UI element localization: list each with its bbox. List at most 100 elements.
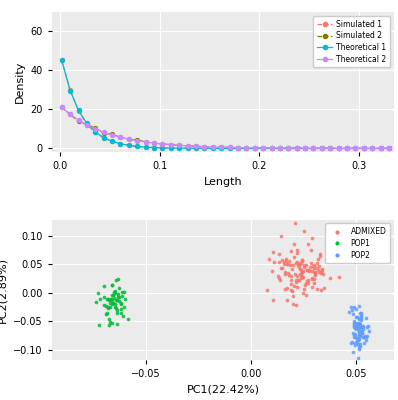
Point: [349, 338, 355, 345]
Point: [352, 325, 359, 331]
Point: [351, 334, 358, 340]
Point: [277, 277, 283, 284]
Point: [349, 330, 356, 336]
Point: [110, 300, 116, 306]
Point: [358, 324, 364, 331]
Point: [96, 296, 103, 302]
Point: [109, 282, 116, 288]
Point: [354, 334, 360, 341]
Point: [291, 254, 297, 260]
Point: [113, 296, 120, 303]
Point: [310, 275, 317, 282]
Point: [119, 289, 125, 296]
Point: [354, 338, 360, 344]
Point: [293, 259, 300, 266]
Point: [315, 267, 321, 273]
Point: [356, 328, 363, 334]
Point: [355, 337, 361, 343]
Point: [350, 334, 357, 340]
Point: [116, 284, 122, 291]
Point: [364, 324, 371, 330]
Point: [356, 336, 362, 342]
Point: [302, 282, 308, 288]
Point: [297, 271, 304, 277]
Point: [351, 340, 358, 346]
Point: [366, 328, 372, 334]
Point: [308, 260, 314, 266]
Point: [311, 280, 317, 286]
Point: [348, 340, 354, 346]
Point: [108, 282, 115, 288]
Point: [292, 302, 298, 308]
Point: [110, 292, 117, 298]
Point: [356, 332, 362, 338]
Point: [109, 292, 115, 298]
Point: [291, 283, 297, 290]
Point: [288, 248, 295, 254]
Point: [298, 274, 305, 280]
Point: [356, 316, 363, 322]
Point: [348, 304, 355, 310]
Point: [357, 310, 363, 316]
Point: [304, 278, 310, 284]
Point: [358, 330, 365, 336]
Point: [311, 268, 318, 275]
Point: [355, 332, 362, 338]
Point: [357, 324, 363, 330]
Point: [113, 276, 119, 283]
Point: [293, 247, 300, 253]
Point: [349, 306, 355, 313]
Point: [336, 274, 342, 280]
Point: [317, 252, 324, 259]
Point: [298, 272, 304, 278]
Point: [107, 300, 113, 306]
Point: [293, 260, 299, 266]
Point: [281, 268, 288, 275]
Point: [301, 286, 307, 292]
Point: [318, 287, 324, 293]
Point: [289, 266, 295, 272]
Point: [354, 321, 360, 328]
Point: [289, 288, 295, 294]
Point: [283, 256, 289, 262]
Point: [305, 241, 312, 248]
Point: [363, 315, 369, 321]
Point: [350, 310, 356, 317]
Point: [354, 320, 361, 327]
Point: [357, 341, 363, 348]
Point: [302, 280, 309, 287]
Point: [354, 313, 361, 320]
Point: [121, 304, 127, 310]
Point: [352, 341, 359, 348]
Point: [350, 348, 357, 355]
Point: [308, 268, 315, 274]
Point: [293, 277, 299, 284]
Point: [115, 294, 122, 300]
Point: [111, 288, 118, 294]
Point: [356, 329, 362, 335]
Point: [287, 262, 293, 268]
Point: [295, 262, 301, 268]
Point: [281, 260, 287, 267]
Point: [357, 321, 363, 328]
Point: [307, 264, 313, 270]
Point: [357, 328, 363, 334]
Point: [114, 309, 121, 316]
Point: [93, 299, 99, 306]
Point: [106, 297, 112, 303]
Point: [287, 281, 294, 288]
Point: [353, 324, 359, 330]
Point: [293, 273, 300, 279]
Point: [353, 326, 359, 333]
Point: [300, 274, 306, 280]
Point: [111, 288, 117, 295]
Point: [359, 329, 365, 336]
Point: [107, 304, 113, 310]
Point: [284, 297, 291, 303]
Point: [305, 280, 311, 286]
Point: [315, 256, 321, 262]
Point: [316, 263, 323, 269]
Point: [282, 286, 289, 292]
Point: [112, 297, 119, 303]
Point: [359, 328, 365, 335]
